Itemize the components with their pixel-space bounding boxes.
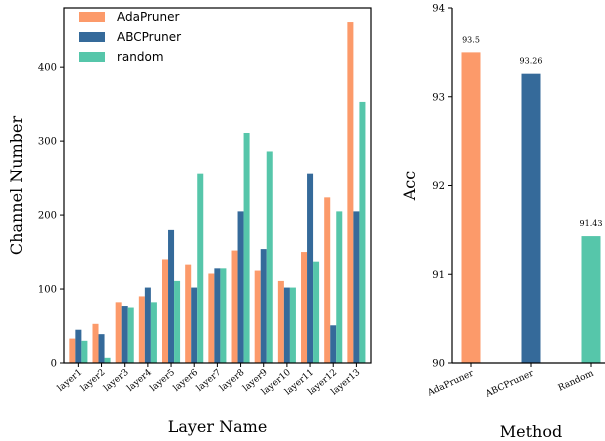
channel-y-axis-label: Channel Number [7, 116, 26, 256]
bar-abcpruner-layer8 [237, 211, 244, 363]
channel-x-axis-label: Layer Name [168, 417, 268, 436]
y-tick-label: 93 [432, 92, 445, 103]
bar-adapruner-layer13 [347, 22, 354, 363]
bar-adapruner-layer3 [115, 302, 122, 363]
bar-abcpruner-layer9 [260, 249, 267, 363]
bar-random-layer13 [359, 101, 366, 363]
bar-random-layer1 [81, 340, 88, 363]
y-tick-label: 90 [432, 359, 445, 370]
bar-abcpruner-layer7 [214, 268, 221, 363]
bar-random-layer5 [174, 280, 181, 363]
x-tick-label: layer7 [195, 367, 224, 393]
x-tick-label: layer8 [218, 367, 247, 393]
bar-abcpruner-layer13 [353, 211, 360, 363]
y-tick-label: 200 [38, 211, 57, 222]
x-tick-label: AdaPruner [426, 368, 476, 399]
accuracy-y-ticks: 90 91 92 93 94 [432, 4, 452, 370]
y-tick-label: 300 [38, 137, 57, 148]
bar-abcpruner-layer3 [121, 306, 128, 363]
y-tick-label: 400 [38, 63, 57, 74]
bar-adapruner-layer10 [277, 280, 284, 363]
channel-x-ticks: layer1layer2layer3layer4layer5layer6laye… [56, 363, 363, 397]
accuracy-y-axis-label: Acc [400, 171, 419, 202]
bar-random-layer11 [313, 261, 320, 363]
bar-abcpruner-layer1 [75, 329, 82, 363]
bar-abcpruner-layer5 [168, 229, 175, 363]
y-tick-label: 91 [432, 270, 445, 281]
bar-adapruner-layer11 [301, 252, 308, 363]
bar-abcpruner-layer2 [98, 334, 105, 363]
x-tick-label: layer2 [79, 368, 107, 394]
bar-adapruner-layer9 [254, 270, 261, 363]
data-label-abcpruner: 93.26 [520, 57, 543, 66]
accuracy-data-labels: 93.5 93.26 91.43 [462, 35, 602, 228]
bar-abcpruner-layer6 [191, 287, 198, 363]
channel-bars [69, 22, 366, 363]
bar-adapruner-layer6 [185, 264, 192, 363]
bar-abcpruner-layer4 [144, 287, 151, 363]
accuracy-x-axis-label: Method [500, 422, 562, 441]
bar-adapruner [461, 52, 481, 363]
legend-swatch-abcpruner [79, 32, 105, 42]
bar-random-layer3 [127, 307, 134, 363]
bar-adapruner-layer4 [138, 296, 145, 363]
bar-abcpruner-layer10 [283, 287, 290, 363]
bar-abcpruner-layer12 [330, 325, 337, 363]
bar-adapruner-layer7 [208, 273, 215, 363]
legend-label-random: random [117, 50, 164, 64]
y-tick-label: 100 [38, 285, 57, 296]
bar-adapruner-layer5 [162, 259, 169, 363]
bar-random-layer7 [220, 268, 227, 363]
accuracy-bars [461, 52, 601, 364]
bar-random-layer10 [289, 287, 296, 363]
y-tick-label: 0 [51, 359, 57, 370]
bar-abcpruner [521, 73, 541, 364]
x-tick-label: ABCPruner [483, 368, 536, 400]
x-tick-label: layer1 [56, 368, 84, 394]
legend-label-adapruner: AdaPruner [117, 10, 180, 24]
y-tick-label: 94 [432, 4, 445, 15]
y-tick-label: 92 [432, 181, 445, 192]
bar-adapruner-layer8 [231, 250, 238, 363]
bar-adapruner-layer12 [324, 197, 331, 363]
bar-random-layer4 [150, 302, 157, 363]
legend-label-abcpruner: ABCPruner [117, 30, 181, 44]
accuracy-chart: 90 91 92 93 94 AdaPruner ABCPruner Random 93.5… [400, 4, 605, 441]
x-tick-label: layer5 [149, 367, 178, 393]
bar-adapruner-layer2 [92, 323, 99, 363]
x-tick-label: layer3 [102, 367, 131, 393]
bar-random-layer8 [243, 132, 250, 363]
channel-y-ticks: 0 100 200 300 400 [38, 63, 64, 370]
bar-random-layer9 [266, 151, 273, 363]
bar-random [581, 236, 601, 363]
bar-random-layer6 [197, 173, 204, 363]
bar-abcpruner-layer11 [307, 173, 314, 363]
legend-swatch-adapruner [79, 12, 105, 22]
accuracy-x-ticks: AdaPruner ABCPruner Random [426, 363, 596, 400]
x-tick-label: layer4 [125, 367, 154, 393]
bar-random-layer2 [104, 357, 111, 363]
x-tick-label: layer6 [172, 367, 201, 393]
data-label-adapruner: 93.5 [462, 35, 480, 44]
legend-swatch-random [79, 52, 105, 62]
bar-adapruner-layer1 [69, 338, 76, 363]
x-tick-label: Random [557, 368, 596, 393]
channel-legend: AdaPruner ABCPruner random [79, 10, 181, 64]
bar-random-layer12 [336, 211, 343, 363]
data-label-random: 91.43 [580, 219, 603, 228]
